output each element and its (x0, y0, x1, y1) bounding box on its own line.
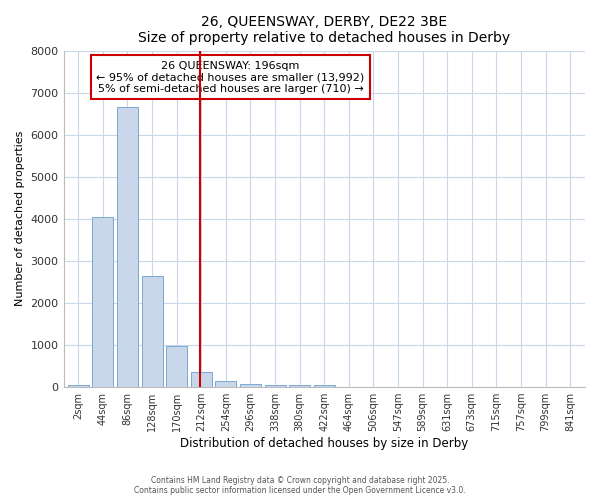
Text: Contains HM Land Registry data © Crown copyright and database right 2025.
Contai: Contains HM Land Registry data © Crown c… (134, 476, 466, 495)
Bar (314, 385, 335, 387)
Bar (289, 385, 310, 387)
Bar (265, 385, 286, 387)
Bar (68, 385, 89, 387)
Bar (191, 372, 212, 387)
Bar (240, 384, 261, 387)
X-axis label: Distribution of detached houses by size in Derby: Distribution of detached houses by size … (180, 437, 469, 450)
Bar (92, 216, 113, 387)
Y-axis label: Number of detached properties: Number of detached properties (15, 131, 25, 306)
Title: 26, QUEENSWAY, DERBY, DE22 3BE
Size of property relative to detached houses in D: 26, QUEENSWAY, DERBY, DE22 3BE Size of p… (138, 15, 511, 45)
Bar (215, 381, 236, 387)
Bar (166, 346, 187, 387)
Text: 26 QUEENSWAY: 196sqm
← 95% of detached houses are smaller (13,992)
5% of semi-de: 26 QUEENSWAY: 196sqm ← 95% of detached h… (96, 60, 365, 94)
Bar (142, 276, 163, 387)
Bar (117, 108, 138, 387)
